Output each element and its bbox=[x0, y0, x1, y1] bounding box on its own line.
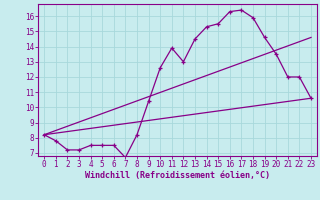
X-axis label: Windchill (Refroidissement éolien,°C): Windchill (Refroidissement éolien,°C) bbox=[85, 171, 270, 180]
